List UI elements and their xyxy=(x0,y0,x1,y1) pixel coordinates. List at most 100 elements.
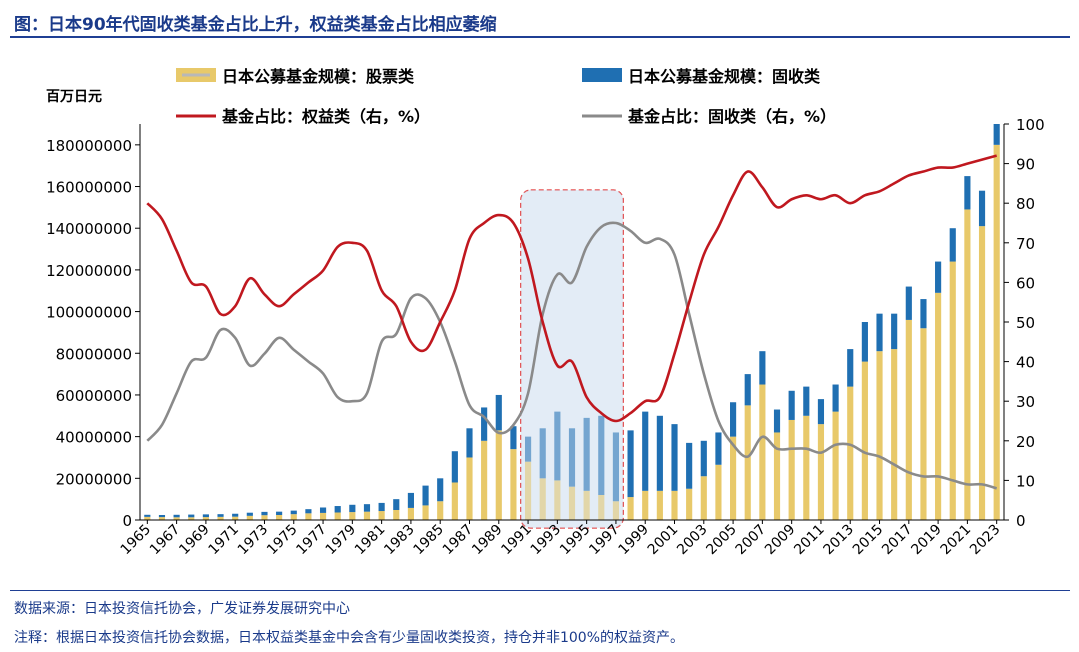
bar-equity-1989 xyxy=(495,430,502,520)
left-tick-label: 140000000 xyxy=(46,220,132,238)
bar-bond-1981 xyxy=(378,502,385,512)
legend: 日本公募基金规模：股票类 日本公募基金规模：固收类 基金占比：权益类（右，%） … xyxy=(176,67,836,126)
right-tick-label: 90 xyxy=(1016,156,1035,174)
bar-equity-2001 xyxy=(671,490,678,520)
left-tick-label: 40000000 xyxy=(56,429,132,447)
bar-bond-1974 xyxy=(276,511,283,515)
bar-equity-1997 xyxy=(612,501,620,520)
legend-label-equity-line: 基金占比：权益类（右，%） xyxy=(221,107,430,126)
bar-bond-1987 xyxy=(466,428,473,458)
bar-equity-1999 xyxy=(642,490,649,520)
bar-bond-1986 xyxy=(451,451,458,483)
legend-label-bond-bar: 日本公募基金规模：固收类 xyxy=(628,67,821,86)
bar-equity-1986 xyxy=(451,482,458,520)
x-tick-label: 2017 xyxy=(879,522,916,559)
left-tick-label: 180000000 xyxy=(46,137,132,155)
bar-bond-1984 xyxy=(422,485,429,506)
x-tick-label: 1999 xyxy=(616,522,653,559)
bar-equity-2003 xyxy=(700,476,707,520)
x-tick-label: 1969 xyxy=(176,522,213,559)
left-axis-unit: 百万日元 xyxy=(46,89,102,105)
bar-equity-2000 xyxy=(656,490,663,520)
bar-bond-1972 xyxy=(246,512,253,516)
legend-label-equity-bar: 日本公募基金规模：股票类 xyxy=(222,67,415,86)
x-tick-label: 1977 xyxy=(293,522,330,559)
bar-bond-2002 xyxy=(686,442,693,489)
bar-bond-2005 xyxy=(730,402,737,437)
right-tick-label: 0 xyxy=(1016,512,1026,530)
bar-equity-1968 xyxy=(188,517,195,520)
bar-equity-2002 xyxy=(686,488,693,520)
right-tick-label: 40 xyxy=(1016,354,1035,372)
bar-equity-1991 xyxy=(524,461,532,520)
bar-equity-2020 xyxy=(949,261,956,520)
x-tick-label: 1971 xyxy=(205,522,242,559)
bar-equity-1967 xyxy=(173,517,180,520)
bar-bond-1976 xyxy=(305,509,312,514)
bar-bond-1978 xyxy=(334,506,341,513)
bar-equity-1995 xyxy=(583,490,590,520)
bar-equity-2012 xyxy=(832,411,839,520)
bar-equity-2009 xyxy=(788,419,795,520)
right-tick-label: 100 xyxy=(1016,116,1045,134)
bar-bond-2006 xyxy=(744,374,751,406)
bar-equity-1972 xyxy=(246,515,253,520)
bar-equity-1993 xyxy=(554,480,561,520)
bar-bond-2010 xyxy=(803,386,810,416)
x-tick-label: 2009 xyxy=(762,522,799,559)
bar-equity-1977 xyxy=(319,512,327,520)
footnote: 注释：根据日本投资信托协会数据，日本权益类基金中会含有少量固收类投资，持仓并非1… xyxy=(14,630,685,646)
bar-bond-2016 xyxy=(891,313,898,350)
bar-bond-1966 xyxy=(158,514,166,518)
bar-equity-2015 xyxy=(876,351,883,520)
bar-equity-1974 xyxy=(276,514,283,520)
highlight-layer xyxy=(520,189,624,529)
bar-equity-1975 xyxy=(290,514,297,520)
title-divider xyxy=(10,36,1070,38)
bar-equity-1984 xyxy=(422,505,429,520)
x-tick-label: 2011 xyxy=(791,522,828,559)
bar-bond-1967 xyxy=(173,514,180,518)
legend-label-bond-line: 基金占比：固收类（右，%） xyxy=(627,107,836,126)
x-tick-label: 1989 xyxy=(469,522,506,559)
bar-bond-1998 xyxy=(627,430,634,498)
bar-bond-2003 xyxy=(700,440,707,477)
bar-bond-2021 xyxy=(964,176,971,210)
bar-equity-2022 xyxy=(978,226,986,520)
bar-equity-2011 xyxy=(817,424,825,520)
bar-bond-2020 xyxy=(949,228,956,262)
x-tick-label: 2021 xyxy=(938,522,975,559)
bar-bond-1992 xyxy=(539,428,546,479)
x-tick-label: 1973 xyxy=(235,522,272,559)
figure-title: 图：日本90年代固收类基金占比上升，权益类基金占比相应萎缩 xyxy=(14,15,497,35)
bar-equity-2005 xyxy=(730,436,737,520)
bar-bond-2017 xyxy=(905,286,912,320)
bar-equity-1970 xyxy=(217,516,224,520)
left-tick-label: 100000000 xyxy=(46,304,132,322)
bar-bond-1988 xyxy=(481,407,488,441)
chart: 0 20000000 40000000 60000000 80000000 1000000… xyxy=(46,67,1045,559)
x-tick-label: 1975 xyxy=(264,522,301,559)
bar-bond-1969 xyxy=(202,514,209,518)
bar-bond-1983 xyxy=(407,492,414,508)
x-tick-label: 2023 xyxy=(967,522,1004,559)
bar-bond-2004 xyxy=(715,432,722,465)
bar-equity-1965 xyxy=(144,516,151,520)
bar-equity-1990 xyxy=(510,449,517,520)
bar-equity-1985 xyxy=(437,501,444,520)
legend-swatch-bond-bar xyxy=(582,68,622,82)
bar-equity-1969 xyxy=(202,517,209,520)
x-tick-label: 2001 xyxy=(645,522,682,559)
bar-bond-1973 xyxy=(261,511,268,516)
bar-equity-1996 xyxy=(598,494,605,520)
bar-equity-2004 xyxy=(715,464,722,520)
line-layer xyxy=(146,154,998,490)
bar-equity-1994 xyxy=(568,486,576,520)
bar-equity-2018 xyxy=(920,328,927,520)
bar-equity-2017 xyxy=(905,319,912,520)
bar-bond-2001 xyxy=(671,424,678,491)
right-tick-label: 50 xyxy=(1016,314,1035,332)
bar-equity-2016 xyxy=(891,349,898,520)
left-tick-label: 160000000 xyxy=(46,179,132,197)
highlight-overlay xyxy=(520,190,624,528)
